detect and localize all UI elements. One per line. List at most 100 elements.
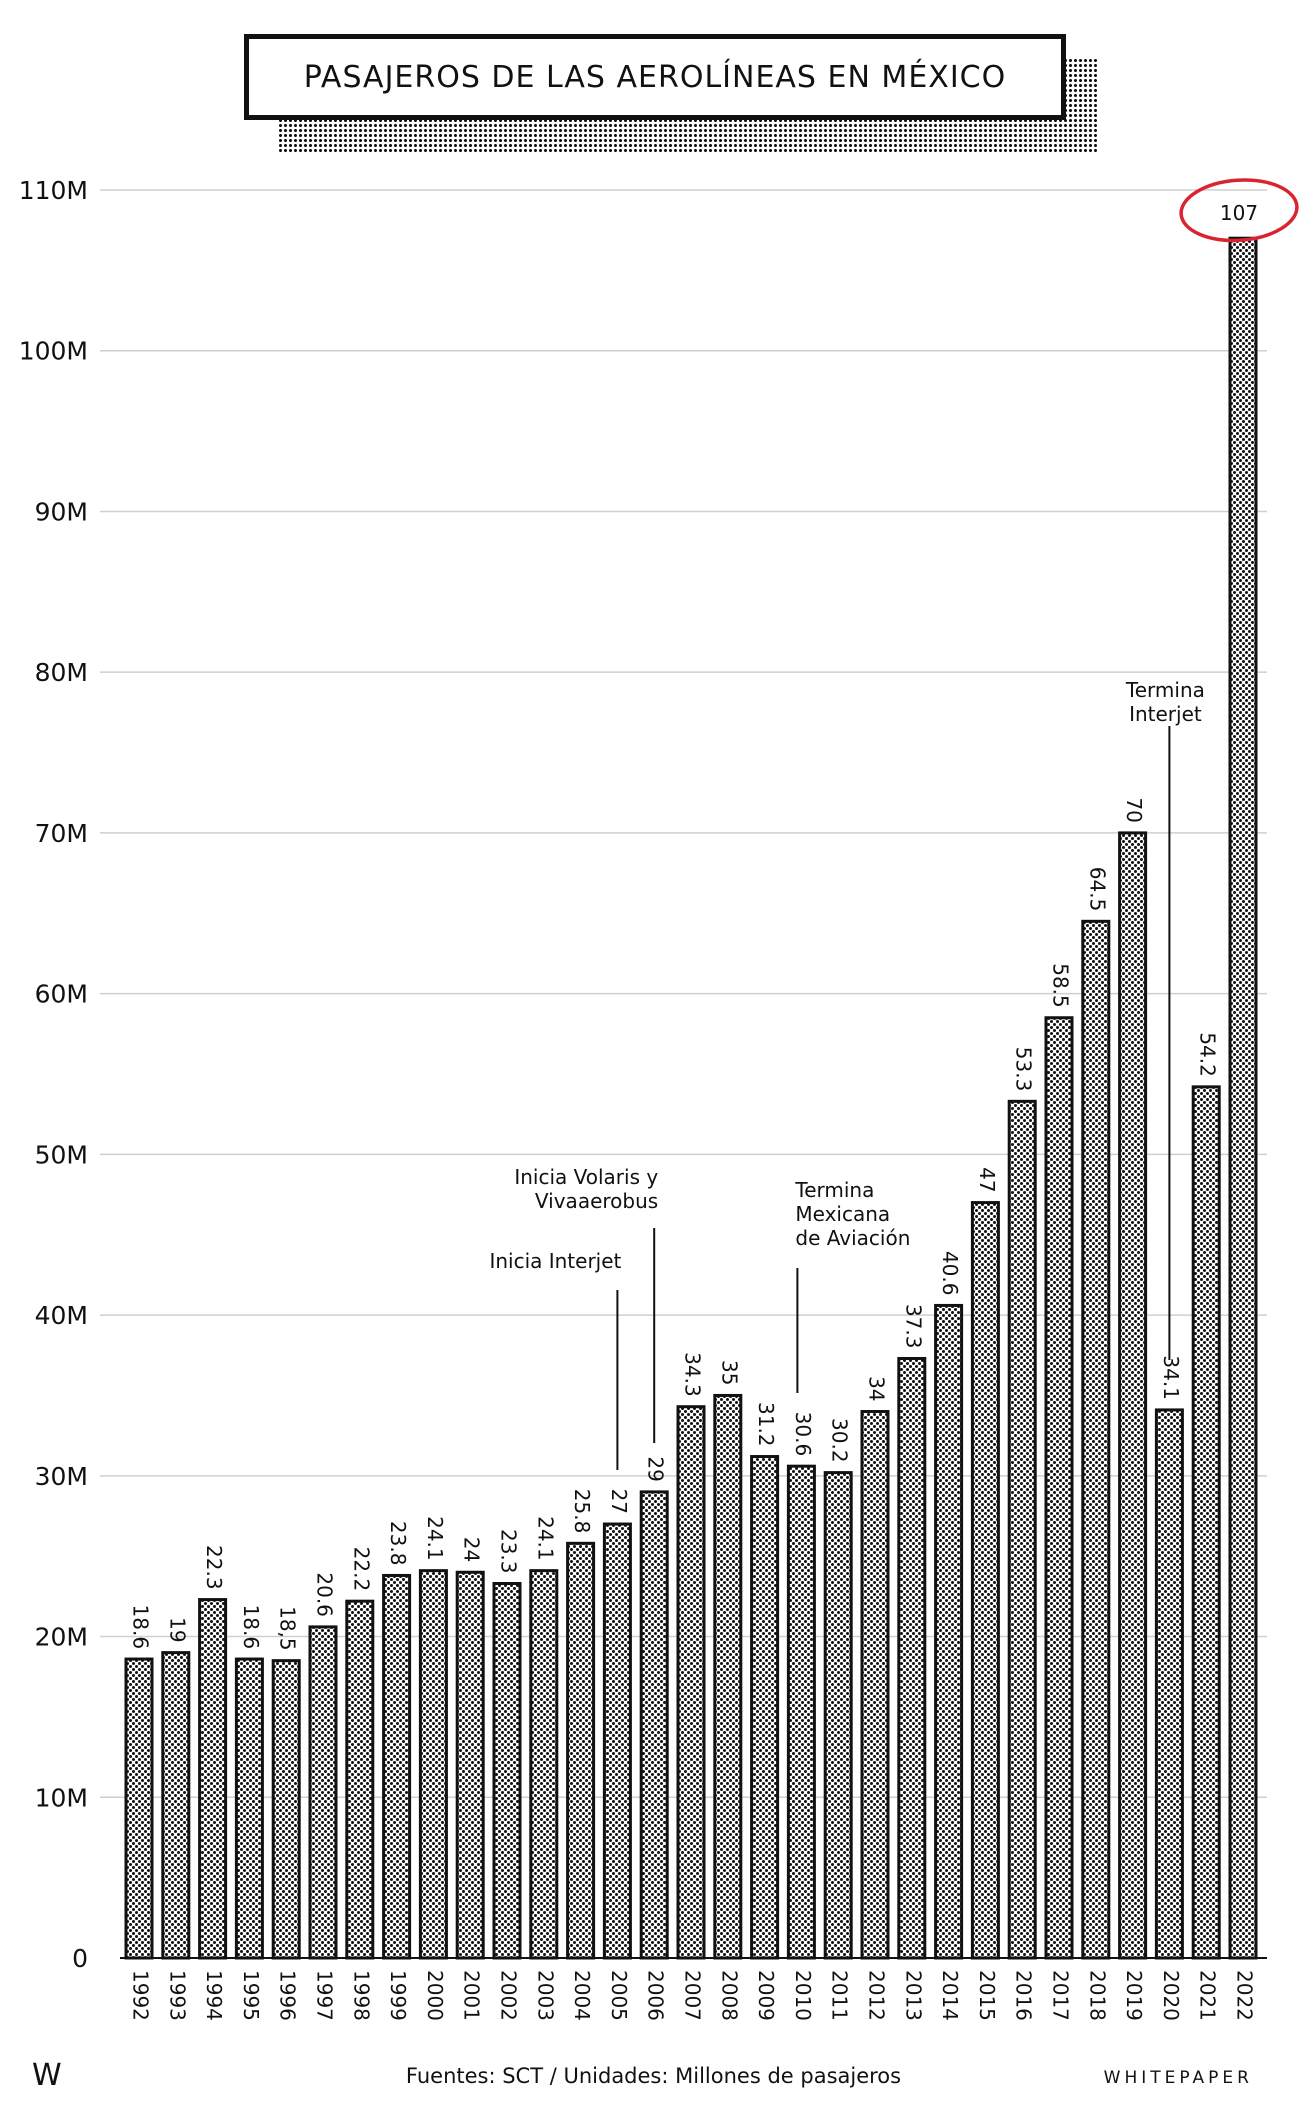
bar-2013 [897, 1356, 927, 1960]
value-label: 24.1 [423, 1516, 447, 1561]
value-label: 107 [1220, 201, 1258, 225]
bar-2015 [970, 1201, 1000, 1960]
bar-1994 [198, 1598, 228, 1960]
bar-2005 [602, 1522, 632, 1960]
bar-1996 [271, 1659, 301, 1960]
bar-2014 [934, 1303, 964, 1960]
x-tick-label: 1992 [129, 1970, 153, 2021]
x-axis-ticks: 1992 1993 1994 1995 1996 1997 1998 1999 2000 2001… [129, 1970, 1257, 2021]
value-label: 30.2 [828, 1418, 852, 1463]
y-tick-label: 30M [35, 1462, 88, 1491]
bar-2020 [1154, 1408, 1184, 1960]
value-label: 18,5 [276, 1606, 300, 1651]
bar-1992 [124, 1657, 154, 1960]
value-label: 29 [644, 1456, 668, 1481]
value-label: 24.1 [533, 1516, 557, 1561]
bar-2000 [418, 1569, 448, 1960]
bar-2018 [1081, 919, 1111, 1960]
y-tick-label: 110M [19, 176, 88, 205]
value-label: 19 [165, 1617, 189, 1642]
x-tick-label: 2006 [644, 1970, 668, 2021]
x-tick-label: 2002 [497, 1970, 521, 2021]
y-tick-label: 20M [35, 1623, 88, 1652]
bar-2001 [455, 1570, 485, 1960]
value-label: 35 [717, 1360, 741, 1385]
value-label: 34.3 [681, 1352, 705, 1397]
x-tick-label: 2014 [938, 1970, 962, 2021]
x-tick-label: 2016 [1012, 1970, 1036, 2021]
bar-1998 [345, 1599, 375, 1960]
x-tick-label: 2022 [1233, 1970, 1257, 2021]
bar-2011 [823, 1471, 853, 1960]
value-label: 34 [865, 1376, 889, 1401]
value-label: 23.3 [497, 1529, 521, 1574]
y-tick-label: 40M [35, 1301, 88, 1330]
bar-2010 [786, 1464, 816, 1960]
value-label: 47 [975, 1167, 999, 1192]
x-tick-label: 2007 [681, 1970, 705, 2021]
source-note: Fuentes: SCT / Unidades: Millones de pas… [405, 2064, 902, 2088]
y-tick-label: 100M [19, 337, 88, 366]
y-tick-label: 80M [35, 658, 88, 687]
y-tick-label: 90M [35, 497, 88, 526]
whitepaper-logo: W [32, 2058, 62, 2093]
x-tick-label: 2001 [460, 1970, 484, 2021]
annotation-text: Termina [794, 1178, 874, 1202]
annotation-text: Vivaaerobus [535, 1189, 658, 1213]
annotation-text: Interjet [1129, 702, 1202, 726]
x-tick-label: 2013 [901, 1970, 925, 2021]
x-tick-label: 1998 [349, 1970, 373, 2021]
annotation-text: Inicia Interjet [489, 1249, 621, 1273]
y-tick-label: 70M [35, 819, 88, 848]
value-label: 27 [607, 1489, 631, 1514]
y-tick-label: 60M [35, 980, 88, 1009]
value-label: 37.3 [901, 1304, 925, 1349]
value-label: 54.2 [1196, 1032, 1220, 1077]
bar-2003 [529, 1569, 559, 1960]
x-tick-label: 2017 [1049, 1970, 1073, 2021]
value-label: 30.6 [791, 1412, 815, 1457]
value-label: 22.3 [202, 1545, 226, 1590]
value-label: 40.6 [938, 1251, 962, 1296]
x-tick-label: 1995 [239, 1970, 263, 2021]
value-label: 18.6 [239, 1605, 263, 1650]
bar-2007 [676, 1405, 706, 1960]
bars [124, 236, 1258, 1960]
annotations: Inicia Interjet Inicia Volaris yVivaaerob… [489, 678, 1205, 1470]
y-tick-label: 0 [72, 1944, 88, 1973]
x-tick-label: 2005 [607, 1970, 631, 2021]
y-tick-label: 10M [35, 1783, 88, 1812]
x-tick-label: 2018 [1085, 1970, 1109, 2021]
highlight-circle [1179, 178, 1299, 243]
y-axis-ticks: 0 10M 20M 30M 40M 50M 60M 70M 80M 90M 100M 110M [19, 176, 88, 1973]
x-tick-label: 2021 [1196, 1970, 1220, 2021]
x-tick-label: 1994 [202, 1970, 226, 2021]
bar-2022 [1228, 236, 1258, 1960]
x-tick-label: 1996 [276, 1970, 300, 2021]
value-label: 20.6 [313, 1572, 337, 1617]
bar-2004 [566, 1541, 596, 1960]
bar-2002 [492, 1582, 522, 1960]
bar-1997 [308, 1625, 338, 1960]
annotation-text: Mexicana [795, 1202, 890, 1226]
value-label: 53.3 [1012, 1047, 1036, 1092]
bar-2006 [639, 1490, 669, 1960]
value-label: 25.8 [570, 1489, 594, 1534]
value-label: 24 [460, 1537, 484, 1562]
annotation-text: Termina [1125, 678, 1205, 702]
value-label: 18.6 [129, 1605, 153, 1650]
bar-1999 [382, 1573, 412, 1960]
title-box: PASAJEROS DE LAS AEROLÍNEAS EN MÉXICO [244, 34, 1066, 120]
x-tick-label: 2004 [570, 1970, 594, 2021]
x-tick-label: 2011 [828, 1970, 852, 2021]
bar-2009 [750, 1455, 780, 1960]
x-tick-label: 1997 [313, 1970, 337, 2021]
x-tick-label: 2020 [1159, 1970, 1183, 2021]
x-tick-label: 2008 [717, 1970, 741, 2021]
x-tick-label: 2019 [1122, 1970, 1146, 2021]
x-tick-label: 2012 [865, 1970, 889, 2021]
annotation-text: de Aviación [795, 1226, 910, 1250]
y-tick-label: 50M [35, 1140, 88, 1169]
bar-1995 [234, 1657, 264, 1960]
bar-chart: 0 10M 20M 30M 40M 50M 60M 70M 80M 90M 100M 110M Ini… [19, 176, 1299, 2021]
